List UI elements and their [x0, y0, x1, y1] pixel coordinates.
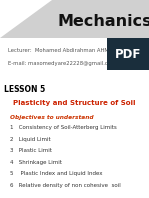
- Text: 5    Plastic Index and Liquid Index: 5 Plastic Index and Liquid Index: [10, 171, 103, 176]
- Text: 3   Plastic Limit: 3 Plastic Limit: [10, 148, 52, 153]
- Text: Objectives to understand: Objectives to understand: [10, 114, 94, 120]
- Text: PDF: PDF: [115, 48, 141, 61]
- Text: 4   Shrinkage Limit: 4 Shrinkage Limit: [10, 160, 62, 165]
- Text: Mechanics: Mechanics: [58, 14, 149, 30]
- Text: Lecturer:  Mohamed Abdirahman AHMED: Lecturer: Mohamed Abdirahman AHMED: [8, 48, 116, 52]
- Text: LESSON 5: LESSON 5: [4, 86, 45, 94]
- FancyBboxPatch shape: [107, 38, 149, 70]
- Bar: [0, 0, 149, 38]
- Text: 1   Consistency of Soil-Atterberg Limits: 1 Consistency of Soil-Atterberg Limits: [10, 126, 117, 130]
- Text: E-mail: maxomedyare22228@gmail.com: E-mail: maxomedyare22228@gmail.com: [8, 61, 116, 66]
- Text: 2   Liquid Limit: 2 Liquid Limit: [10, 137, 51, 142]
- Polygon shape: [0, 0, 52, 38]
- Text: 6   Relative density of non cohesive  soil: 6 Relative density of non cohesive soil: [10, 183, 121, 188]
- Text: Plasticity and Structure of Soil: Plasticity and Structure of Soil: [13, 100, 135, 106]
